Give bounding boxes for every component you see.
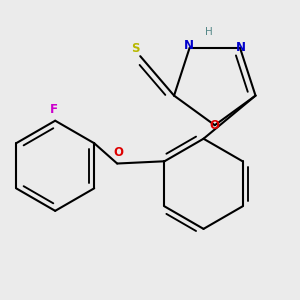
Text: S: S [131, 42, 140, 55]
Text: F: F [50, 103, 58, 116]
Text: O: O [210, 119, 220, 132]
Text: O: O [113, 146, 123, 159]
Text: N: N [184, 39, 194, 52]
Text: N: N [236, 41, 246, 54]
Text: H: H [205, 27, 213, 37]
